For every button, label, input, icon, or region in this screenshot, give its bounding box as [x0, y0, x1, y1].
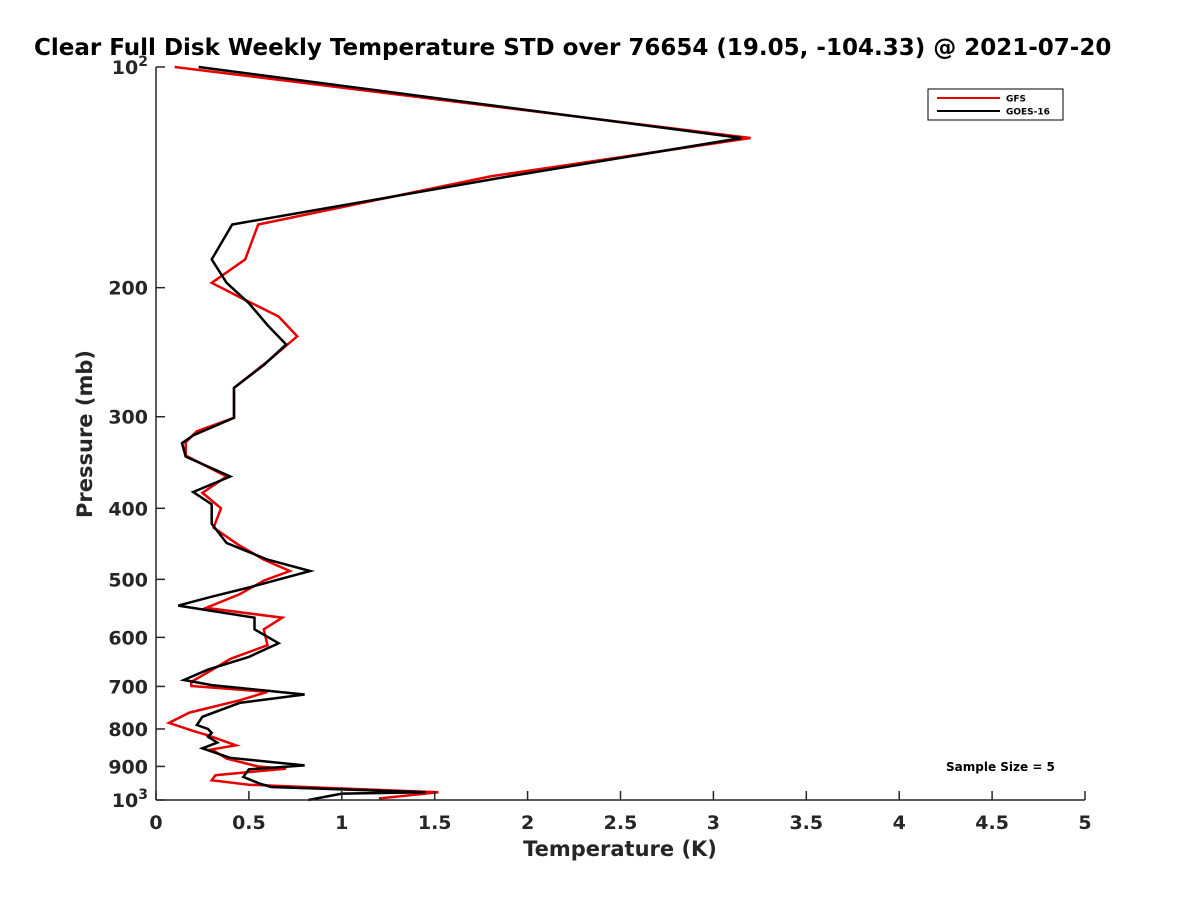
y-tick-label: 400 — [108, 498, 148, 520]
y-tick-label-exponent: 3 — [138, 787, 148, 803]
y-tick-label: 102 — [112, 54, 148, 79]
plot-area — [156, 67, 1085, 800]
y-tick-label: 300 — [108, 407, 148, 429]
x-tick-label: 3.5 — [789, 812, 823, 834]
legend-box — [927, 88, 1064, 121]
legend-label-goes16: GOES-16 — [1006, 108, 1050, 118]
y-tick-label: 800 — [108, 719, 148, 741]
y-tick-label: 900 — [108, 756, 148, 778]
series-layer — [165, 65, 751, 802]
y-tick-label-base: 10 — [112, 790, 138, 812]
x-tick-label: 3 — [707, 812, 720, 834]
y-tick-label: 103 — [112, 787, 148, 812]
x-tick-label: 0 — [149, 812, 162, 834]
series-line-goes16 — [177, 65, 742, 802]
y-tick-label-exponent: 2 — [138, 54, 148, 70]
chart-title: Clear Full Disk Weekly Temperature STD o… — [34, 35, 1111, 61]
x-tick-label: 1 — [335, 812, 348, 834]
x-tick-label: 1.5 — [418, 812, 452, 834]
x-tick-label: 2.5 — [604, 812, 638, 834]
x-tick-label: 0.5 — [232, 812, 266, 834]
x-tick-label: 2 — [521, 812, 534, 834]
legend: GFS GOES-16 — [927, 88, 1064, 121]
sample-size-annotation: Sample Size = 5 — [946, 760, 1055, 774]
y-tick-label-base: 10 — [112, 57, 138, 79]
x-tick-label: 4.5 — [975, 812, 1009, 834]
x-ticks: 0 0.5 1 1.5 2 2.5 3 3.5 4 4.5 5 — [149, 791, 1092, 834]
x-axis-label: Temperature (K) — [523, 837, 717, 861]
x-tick-label: 4 — [893, 812, 906, 834]
x-tick-label: 5 — [1078, 812, 1091, 834]
y-tick-label: 700 — [108, 676, 148, 698]
legend-label-gfs: GFS — [1006, 95, 1026, 105]
y-axis-label: Pressure (mb) — [73, 350, 97, 518]
y-tick-label: 500 — [108, 569, 148, 591]
y-tick-label: 200 — [108, 278, 148, 300]
y-tick-label: 600 — [108, 627, 148, 649]
